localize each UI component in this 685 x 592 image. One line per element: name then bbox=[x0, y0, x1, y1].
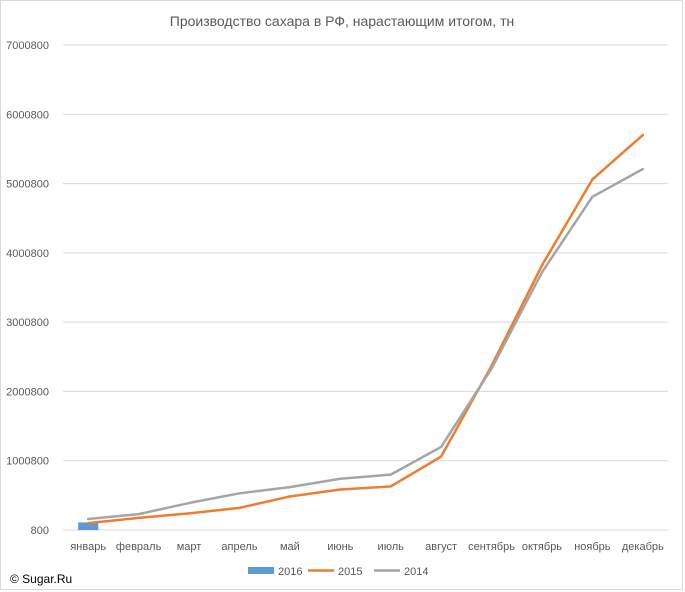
x-tick-label: ноябрь bbox=[574, 541, 611, 553]
legend: 2016 2015 2014 bbox=[248, 566, 428, 578]
point-2014 bbox=[540, 271, 544, 274]
x-tick-label: июль bbox=[378, 541, 405, 553]
series-line-2014 bbox=[86, 167, 645, 521]
y-tick-label: 2000800 bbox=[6, 386, 49, 398]
watermark: © Sugar.Ru bbox=[10, 572, 73, 586]
y-tick-label: 3000800 bbox=[6, 317, 49, 329]
point-2015 bbox=[187, 512, 191, 515]
gridlines bbox=[63, 44, 668, 531]
point-2015 bbox=[389, 485, 392, 488]
point-2015 bbox=[439, 455, 443, 458]
legend-label: 2014 bbox=[404, 566, 428, 578]
chart-title: Производство сахара в РФ, нарастающим ит… bbox=[170, 13, 514, 29]
x-axis: январь февраль март апрель май июнь июль август… bbox=[70, 541, 664, 553]
point-2014 bbox=[439, 445, 443, 449]
point-2015 bbox=[339, 488, 342, 491]
y-tick-label: 800 bbox=[31, 525, 49, 537]
x-tick-label: март bbox=[177, 541, 202, 553]
y-tick-label: 6000800 bbox=[6, 109, 49, 121]
point-2014 bbox=[339, 477, 342, 480]
y-tick-label: 1000800 bbox=[6, 456, 49, 468]
legend-label: 2015 bbox=[338, 566, 362, 578]
point-2015 bbox=[288, 495, 292, 498]
y-axis: 800 1000800 2000800 3000800 4000800 5000800 60… bbox=[6, 40, 49, 537]
point-2014 bbox=[238, 492, 241, 495]
x-tick-label: апрель bbox=[221, 541, 257, 553]
point-2015 bbox=[137, 516, 140, 520]
point-2015 bbox=[591, 178, 594, 181]
legend-swatch bbox=[248, 567, 274, 574]
point-2015 bbox=[540, 264, 544, 267]
y-tick-label: 7000800 bbox=[6, 40, 49, 52]
x-tick-label: июнь bbox=[327, 541, 353, 553]
point-2015 bbox=[238, 506, 241, 510]
x-tick-label: февраль bbox=[116, 541, 162, 553]
y-tick-label: 5000800 bbox=[6, 179, 49, 191]
point-2014 bbox=[591, 195, 594, 198]
point-2014 bbox=[389, 473, 392, 476]
bar-2016 bbox=[78, 522, 99, 530]
point-2014 bbox=[87, 517, 90, 521]
point-2014 bbox=[490, 367, 493, 370]
plot-area bbox=[78, 133, 645, 530]
point-2014 bbox=[137, 512, 140, 516]
x-tick-label: май bbox=[280, 541, 300, 553]
x-tick-label: август bbox=[425, 541, 457, 553]
point-2015 bbox=[87, 521, 90, 525]
legend-item-2016: 2016 bbox=[248, 566, 302, 578]
point-2014 bbox=[641, 167, 644, 171]
x-tick-label: октябрь bbox=[522, 541, 562, 553]
series-line-2015 bbox=[86, 133, 645, 525]
x-tick-label: январь bbox=[70, 541, 106, 553]
x-tick-label: сентябрь bbox=[468, 541, 515, 553]
point-2015 bbox=[641, 133, 644, 137]
point-2014 bbox=[187, 501, 191, 505]
legend-item-2015: 2015 bbox=[308, 566, 362, 578]
legend-label: 2016 bbox=[278, 566, 302, 578]
x-tick-label: декабрь bbox=[622, 541, 664, 553]
y-tick-label: 4000800 bbox=[6, 248, 49, 260]
point-2014 bbox=[288, 485, 292, 489]
legend-item-2014: 2014 bbox=[374, 566, 428, 578]
